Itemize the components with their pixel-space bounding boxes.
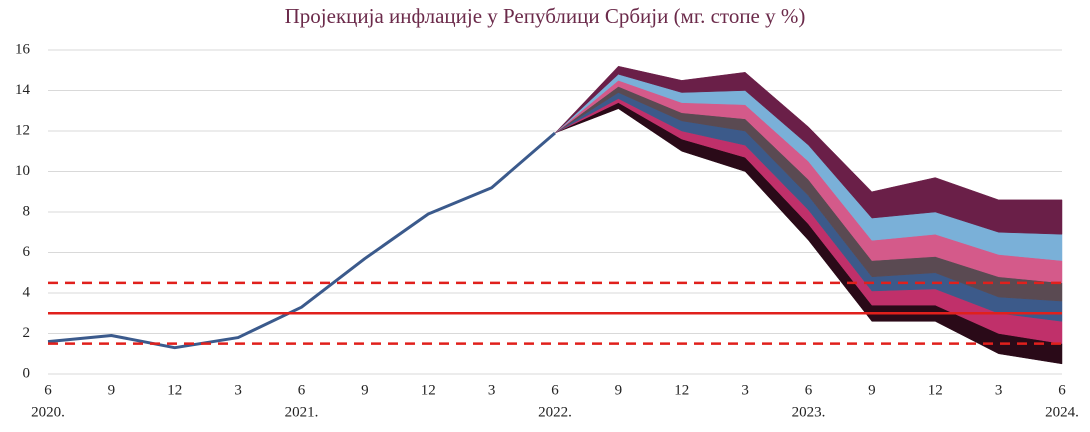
x-tick-label: 3 [995,382,1003,398]
x-tick-label: 3 [234,382,242,398]
y-tick-label: 4 [23,284,31,300]
x-tick-label: 3 [488,382,496,398]
year-label: 2023. [792,404,826,420]
x-tick-label: 9 [108,382,116,398]
x-tick-label: 6 [44,382,52,398]
x-tick-label: 6 [298,382,306,398]
x-tick-label: 12 [167,382,182,398]
year-label: 2022. [538,404,572,420]
y-tick-label: 8 [23,203,31,219]
line [47,131,556,350]
x-tick-label: 9 [615,382,623,398]
x-tick-label: 9 [868,382,876,398]
y-tick-label: 10 [15,163,30,179]
y-tick-label: 2 [23,325,31,341]
x-tick-label: 12 [928,382,943,398]
x-tick-label: 6 [551,382,559,398]
y-tick-label: 6 [23,244,31,260]
fan-band [554,65,1063,235]
chart-title: Пројекција инфлације у Републици Србији … [285,4,806,28]
x-tick-label: 9 [361,382,369,398]
x-tick-label: 3 [741,382,749,398]
y-tick-label: 16 [15,41,31,57]
y-tick-label: 12 [15,122,30,138]
x-tick-label: 12 [674,382,689,398]
x-tick-label: 6 [805,382,813,398]
x-tick-label: 6 [1058,382,1066,398]
year-label: 2021. [285,404,319,420]
year-label: 2020. [31,404,65,420]
y-tick-label: 0 [23,365,31,381]
y-tick-label: 14 [15,82,31,98]
x-tick-label: 12 [421,382,436,398]
year-label: 2024. [1045,404,1079,420]
